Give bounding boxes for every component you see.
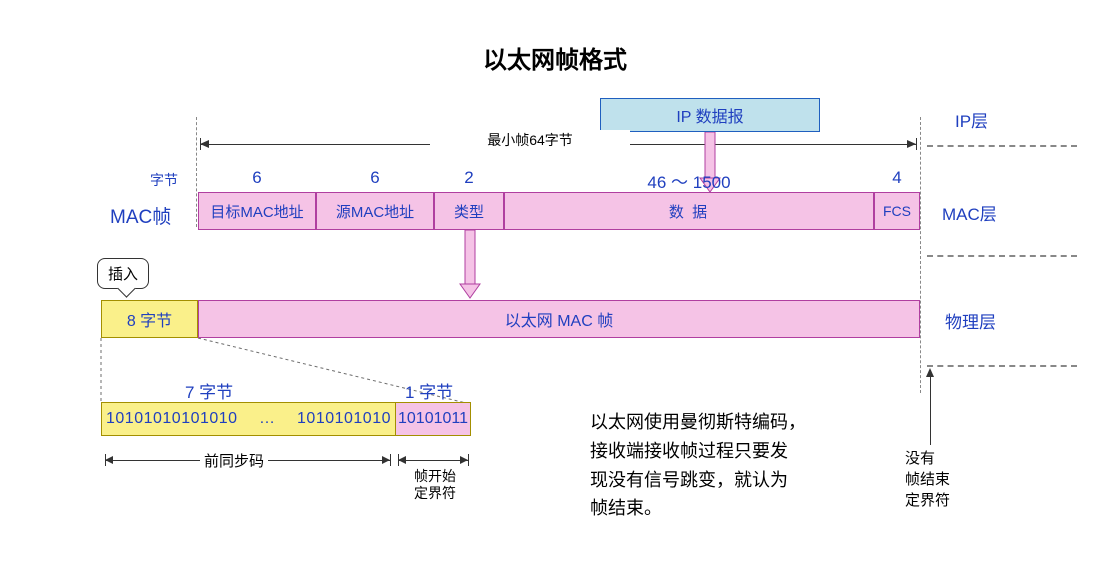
note-l2: 接收端接收帧过程只要发	[590, 441, 788, 461]
hdr-src: 6	[316, 168, 434, 188]
note-l1: 以太网使用曼彻斯特编码，	[590, 412, 806, 432]
field-type: 类型	[434, 192, 504, 230]
phys-mac-frame-box: 以太网 MAC 帧	[198, 300, 920, 338]
noend-label: 没有 帧结束 定界符	[905, 448, 950, 511]
layer-mac: MAC层	[942, 200, 997, 225]
detail-foot-right-l1: 帧开始	[414, 468, 456, 484]
preamble-box: 8 字节	[101, 300, 198, 338]
bits-mid: …	[259, 410, 276, 428]
arrow-mac-to-phys	[455, 230, 485, 300]
note-l4: 帧结束。	[590, 498, 662, 518]
noend-vline	[930, 370, 931, 445]
sep-ip-mac	[927, 145, 1077, 147]
detail-hdr-1: 1 字节	[405, 378, 453, 403]
noend-l2: 帧结束	[905, 471, 950, 488]
detail-foot-tick-lr	[390, 454, 391, 466]
bits-left: 10101010101010	[106, 410, 238, 428]
mac-frame-label: MAC帧	[110, 202, 171, 229]
insert-callout: 插入	[97, 258, 149, 289]
field-data: 数 据	[504, 192, 874, 230]
detail-foot-arl	[398, 456, 406, 464]
detail-foot-tick-rr	[468, 454, 469, 466]
layer-ip: IP层	[955, 107, 988, 132]
minframe-arrow-l	[200, 140, 209, 148]
minframe-tick-r	[916, 138, 917, 150]
detail-foot-ar	[382, 456, 390, 464]
byte-label: 字节	[150, 170, 178, 190]
field-src-mac: 源MAC地址	[316, 192, 434, 230]
sep-mac-phys	[927, 255, 1077, 257]
diagram-title: 以太网帧格式	[0, 40, 1110, 75]
detail-foot-right-label: 帧开始 定界符	[400, 468, 470, 502]
bits-mid2: 1010101010	[297, 410, 391, 428]
field-fcs: FCS	[874, 192, 920, 230]
hdr-data: 46 ～ 1500	[504, 168, 874, 193]
detail-foot-right-l2: 定界符	[414, 485, 456, 501]
hdr-dst: 6	[198, 168, 316, 188]
noend-l1: 没有	[905, 450, 935, 467]
minframe-label: 最小帧64字节	[430, 130, 630, 150]
note-l3: 现没有信号跳变，就认为	[590, 470, 788, 490]
detail-foot-left-label: 前同步码	[200, 450, 268, 471]
detail-foot-arr	[460, 456, 468, 464]
detail-box: 10101010101010 … 1010101010 10101011	[101, 402, 471, 436]
note-paragraph: 以太网使用曼彻斯特编码， 接收端接收帧过程只要发 现没有信号跳变，就认为 帧结束…	[590, 408, 860, 523]
detail-left: 10101010101010 … 1010101010	[102, 403, 395, 435]
hdr-fcs: 4	[874, 168, 920, 188]
detail-hdr-7: 7 字节	[185, 378, 233, 403]
layer-phys: 物理层	[945, 308, 996, 333]
noend-arrow-up	[926, 368, 934, 377]
detail-foot-al	[105, 456, 113, 464]
noend-l3: 定界符	[905, 492, 950, 509]
minframe-arrow-r	[907, 140, 916, 148]
detail-foot-line-r	[398, 460, 468, 461]
hdr-type: 2	[434, 168, 504, 188]
detail-right: 10101011	[395, 403, 470, 435]
v-dash-left	[196, 117, 197, 227]
ip-datagram-box: IP 数据报	[600, 98, 820, 132]
field-dst-mac: 目标MAC地址	[198, 192, 316, 230]
sep-phys-bottom	[927, 365, 1077, 367]
v-dash-right	[920, 117, 921, 393]
